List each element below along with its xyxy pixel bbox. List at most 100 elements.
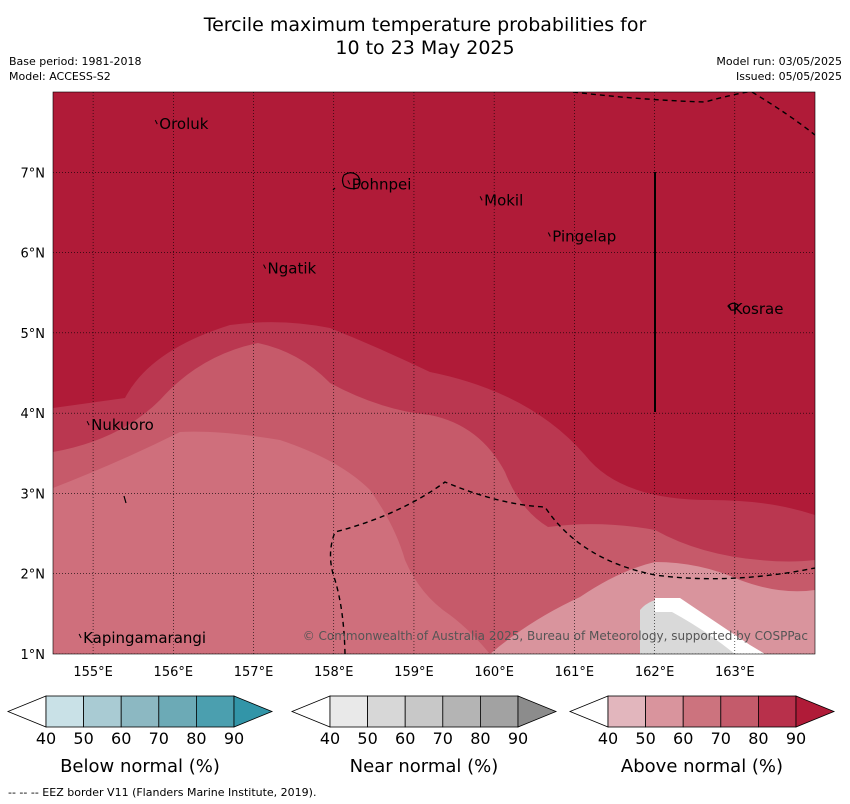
place-marker (347, 180, 351, 185)
lon-tick-label: 163°E (715, 665, 755, 680)
lon-tick-label: 155°E (73, 665, 113, 680)
colorbar-tick-label: 40 (598, 729, 618, 748)
place-label-nukuoro: Nukuoro (91, 416, 154, 434)
axis-ticks: 155°E 156°E 157°E 158°E 159°E 160°E 161°E 162°E… (21, 166, 755, 680)
colorbar-segment (758, 695, 797, 728)
place-marker (263, 264, 267, 269)
eez-border-south (329, 481, 815, 654)
colorbar-segment (195, 695, 235, 728)
graticule (53, 92, 815, 654)
place-marker (479, 196, 483, 201)
colorbar-max-arrow (517, 695, 558, 728)
colorbar-segment (120, 695, 160, 728)
colorbar-title: Above normal (%) (621, 756, 783, 777)
colorbar-segment (720, 695, 759, 728)
colorbar-segment (158, 695, 197, 728)
eez-borders (329, 92, 815, 654)
colorbar-tick-label: 50 (73, 729, 93, 748)
place-labels: Oroluk Pohnpei Mokil Pingelap Ngatik Kosrae Nu… (78, 115, 784, 647)
colorbar-tick-label: 60 (111, 729, 131, 748)
colorbar-tick-label: 40 (36, 729, 56, 748)
colorbar-tick-label: 60 (673, 729, 693, 748)
colorbar-tick-label: 80 (186, 729, 206, 748)
colorbar-tick-label: 70 (711, 729, 731, 748)
colorbar-min-arrow (568, 695, 609, 728)
colorbar-segment (367, 695, 406, 728)
colorbar-segment (404, 695, 444, 728)
colorbar-min-arrow (6, 695, 47, 728)
lat-tick-label: 5°N (21, 327, 46, 342)
colorbar-segment (45, 695, 84, 728)
lat-tick-label: 6°N (21, 247, 46, 262)
pohnpei-islet (332, 187, 336, 191)
place-label-kosrae: Kosrae (733, 300, 784, 318)
colorbar-segment (329, 695, 368, 728)
colorbar-max-arrow (795, 695, 836, 728)
colorbar-tick-label: 60 (395, 729, 415, 748)
map-title-line1: Tercile maximum temperature probabilitie… (203, 14, 647, 36)
place-marker (154, 119, 158, 125)
lat-tick-label: 3°N (21, 487, 46, 502)
place-label-pohnpei: Pohnpei (352, 175, 412, 193)
place-marker (86, 420, 90, 426)
kosrae-coastline (727, 302, 739, 311)
colorbar-segment (682, 695, 722, 728)
place-label-oroluk: Oroluk (159, 115, 208, 133)
map-frame (52, 91, 816, 655)
lat-tick-label: 4°N (21, 407, 46, 422)
colorbar-max-arrow (233, 695, 274, 728)
model-name: Model: ACCESS-S2 (9, 70, 111, 83)
colorbar-tick-label: 90 (224, 729, 244, 748)
lon-tick-label: 160°E (474, 665, 514, 680)
colorbar-tick-label: 50 (635, 729, 655, 748)
colorbar-tick-label: 80 (748, 729, 768, 748)
colorbar-segment (607, 695, 646, 728)
lat-tick-label: 7°N (21, 166, 46, 181)
colorbar-tick-label: 70 (433, 729, 453, 748)
place-label-mokil: Mokil (484, 191, 523, 209)
issued-date: Issued: 05/05/2025 (735, 70, 842, 83)
nukuoro-dot (123, 495, 127, 504)
island-outlines (123, 172, 739, 504)
colorbar-1: 40 50 60 70 80 90 Near normal (%) (290, 695, 558, 777)
colorbar-title: Below normal (%) (60, 756, 220, 777)
model-run: Model run: 03/05/2025 (716, 55, 842, 68)
eez-footnote: -- -- -- EEZ border V11 (Flanders Marine… (8, 786, 317, 799)
place-marker (728, 304, 732, 309)
colorbar-tick-label: 90 (786, 729, 806, 748)
place-label-ngatik: Ngatik (268, 260, 317, 278)
lat-tick-label: 1°N (21, 648, 46, 663)
place-marker (78, 633, 82, 639)
region-above-60 (53, 431, 490, 654)
colorbar-segment (479, 695, 519, 728)
lon-tick-label: 162°E (635, 665, 675, 680)
colorbar-segment (442, 695, 481, 728)
place-label-pingelap: Pingelap (552, 228, 616, 246)
lon-tick-label: 159°E (394, 665, 434, 680)
copyright-text: © Commonwealth of Australia 2025, Bureau… (303, 629, 808, 643)
region-white (655, 598, 765, 654)
eez-border-north (572, 92, 815, 136)
colorbar-tick-label: 50 (357, 729, 377, 748)
base-period: Base period: 1981-2018 (9, 55, 142, 68)
map-title-line2: 10 to 23 May 2025 (335, 37, 515, 59)
colorbar-segment (83, 695, 122, 728)
place-marker (547, 232, 551, 237)
colorbar-min-arrow (290, 695, 331, 728)
lat-tick-label: 2°N (21, 568, 46, 583)
colorbar-tick-label: 40 (320, 729, 340, 748)
pohnpei-coastline (341, 172, 361, 190)
colorbar-tick-label: 70 (149, 729, 169, 748)
lon-tick-label: 157°E (234, 665, 274, 680)
colorbar-title: Near normal (%) (350, 756, 499, 777)
colorbar-tick-label: 90 (508, 729, 528, 748)
lon-tick-label: 156°E (154, 665, 194, 680)
lon-tick-label: 161°E (555, 665, 595, 680)
colorbar-segment (645, 695, 684, 728)
place-label-kapingamarangi: Kapingamarangi (83, 629, 206, 647)
probability-contours (53, 92, 815, 654)
